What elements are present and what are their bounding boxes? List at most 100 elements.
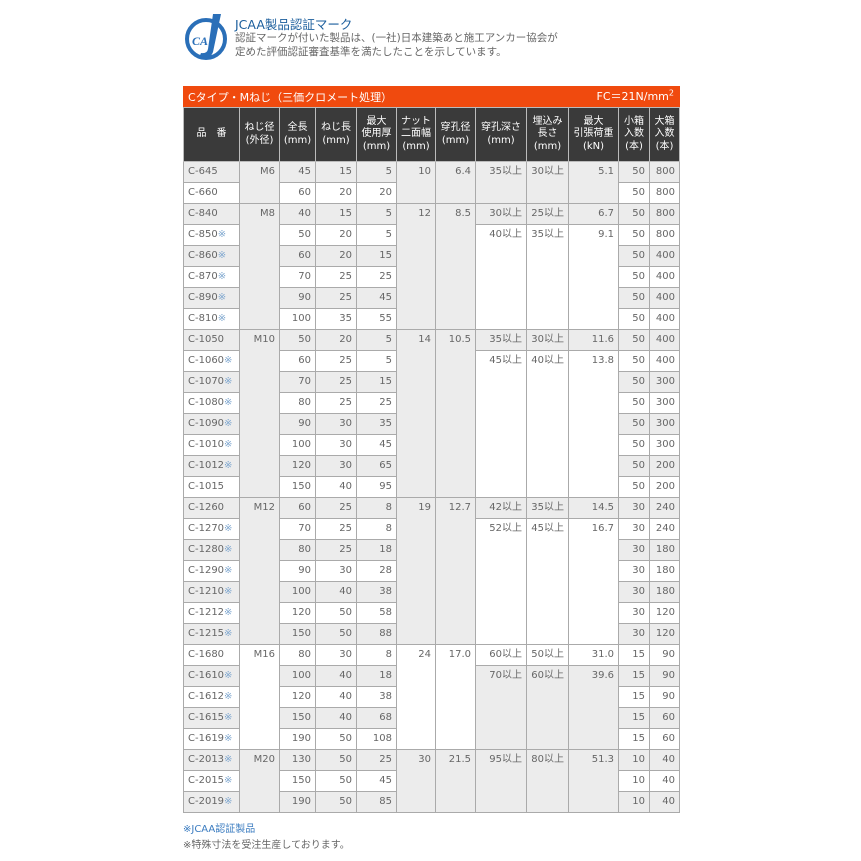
table-row: C-890※ 90 25 45 50 400 — [183, 287, 680, 309]
embed-length: 35以上 — [526, 497, 569, 519]
drill-depth: 30以上 — [475, 203, 527, 225]
total-length: 100 — [279, 665, 316, 687]
product-code-text: C-1680 — [188, 649, 225, 660]
max-thickness: 8 — [356, 644, 397, 666]
drill-depth: 70以上 — [475, 665, 527, 750]
max-thickness: 20 — [356, 182, 397, 204]
drill-depth: 35以上 — [475, 329, 527, 351]
drill-diameter: 6.4 — [435, 161, 476, 204]
column-header: 大箱 入数 (本) — [649, 107, 680, 162]
small-box-qty: 50 — [618, 350, 650, 372]
thread-length: 50 — [315, 602, 357, 624]
max-thickness: 45 — [356, 770, 397, 792]
large-box-qty: 60 — [649, 728, 680, 750]
jcaa-mark: ※ — [224, 418, 233, 429]
product-code-text: C-645 — [188, 166, 218, 177]
large-box-qty: 400 — [649, 245, 680, 267]
large-box-qty: 180 — [649, 560, 680, 582]
large-box-qty: 60 — [649, 707, 680, 729]
product-code: C-1060※ — [183, 350, 240, 372]
total-length: 50 — [279, 329, 316, 351]
jcaa-mark: ※ — [217, 250, 227, 261]
small-box-qty: 50 — [618, 413, 650, 435]
product-code-text: C-810 — [188, 313, 218, 324]
jcaa-mark: ※ — [217, 271, 227, 282]
total-length: 80 — [279, 392, 316, 414]
product-code-text: C-1260 — [188, 502, 225, 513]
thread-length: 20 — [315, 182, 357, 204]
total-length: 80 — [279, 644, 316, 666]
column-header: 小箱 入数 (本) — [618, 107, 650, 162]
table-row: C-860※ 60 20 15 50 400 — [183, 245, 680, 267]
product-code-text: C-1290 — [188, 565, 225, 576]
jcaa-mark: ※ — [224, 754, 233, 765]
max-thickness: 95 — [356, 476, 397, 498]
total-length: 90 — [279, 413, 316, 435]
drill-diameter: 17.0 — [435, 644, 476, 750]
jcaa-intro: CA JCAA製品認証マーク 認証マークが付いた製品は、(一社)日本建築あと施工… — [183, 12, 683, 62]
nut-width: 10 — [396, 161, 436, 204]
small-box-qty: 50 — [618, 371, 650, 393]
fc-value: FC＝21N/mm — [596, 90, 669, 103]
max-thickness: 18 — [356, 539, 397, 561]
large-box-qty: 120 — [649, 602, 680, 624]
product-code: C-2019※ — [183, 791, 240, 813]
product-code-text: C-1210 — [188, 586, 225, 597]
large-box-qty: 240 — [649, 497, 680, 519]
large-box-qty: 200 — [649, 476, 680, 498]
large-box-qty: 180 — [649, 539, 680, 561]
max-thickness: 38 — [356, 686, 397, 708]
jcaa-mark: ※ — [224, 607, 233, 618]
thread-length: 30 — [315, 434, 357, 456]
total-length: 45 — [279, 161, 316, 183]
max-thickness: 5 — [356, 203, 397, 225]
product-code: C-1015 — [183, 476, 240, 498]
total-length: 70 — [279, 518, 316, 540]
large-box-qty: 120 — [649, 623, 680, 645]
max-thickness: 55 — [356, 308, 397, 330]
small-box-qty: 10 — [618, 770, 650, 792]
total-length: 100 — [279, 581, 316, 603]
spec-title: Cタイプ・Mねじ（三価クロメート処理） — [188, 91, 393, 104]
table-row: C-1215※ 150 50 88 30 120 — [183, 623, 680, 645]
thread-length: 20 — [315, 224, 357, 246]
jcaa-mark: ※ — [224, 397, 233, 408]
product-code-text: C-1070 — [188, 376, 225, 387]
drill-depth: 60以上 — [475, 644, 527, 666]
embed-length: 45以上 — [526, 518, 569, 645]
max-thickness: 38 — [356, 581, 397, 603]
product-code-text: C-870 — [188, 271, 218, 282]
thread-length: 25 — [315, 518, 357, 540]
product-code-text: C-1012 — [188, 460, 225, 471]
intro-line: 定めた評価認証審査基準を満たしたことを示しています。 — [235, 46, 507, 58]
table-row: C-1080※ 80 25 25 50 300 — [183, 392, 680, 414]
large-box-qty: 400 — [649, 308, 680, 330]
table-row: C-850※ 50 20 5 40以上 35以上 9.1 50 800 — [183, 224, 680, 330]
product-code-text: C-2019 — [188, 796, 225, 807]
drill-diameter: 10.5 — [435, 329, 476, 498]
product-code-text: C-1619 — [188, 733, 225, 744]
max-thickness: 28 — [356, 560, 397, 582]
drill-depth: 52以上 — [475, 518, 527, 645]
product-code-text: C-1090 — [188, 418, 225, 429]
embed-length: 40以上 — [526, 350, 569, 498]
max-thickness: 35 — [356, 413, 397, 435]
table-row: C-1210※ 100 40 38 30 180 — [183, 581, 680, 603]
product-code: C-870※ — [183, 266, 240, 288]
large-box-qty: 40 — [649, 791, 680, 813]
jcaa-mark: ※ — [224, 586, 233, 597]
table-row: C-2019※ 190 50 85 10 40 — [183, 791, 680, 813]
max-thickness: 5 — [356, 329, 397, 351]
max-thickness: 25 — [356, 266, 397, 288]
table-row: C-2015※ 150 50 45 10 40 — [183, 770, 680, 792]
total-length: 150 — [279, 707, 316, 729]
product-code-text: C-660 — [188, 187, 218, 198]
product-code-text: C-1015 — [188, 481, 225, 492]
embed-length: 80以上 — [526, 749, 569, 813]
max-tensile-load: 6.7 — [568, 203, 619, 225]
note-custom: ※特殊寸法を受注生産しております。 — [183, 840, 350, 851]
product-code: C-1212※ — [183, 602, 240, 624]
thread-length: 25 — [315, 287, 357, 309]
nut-width: 30 — [396, 749, 436, 813]
product-code: C-1080※ — [183, 392, 240, 414]
